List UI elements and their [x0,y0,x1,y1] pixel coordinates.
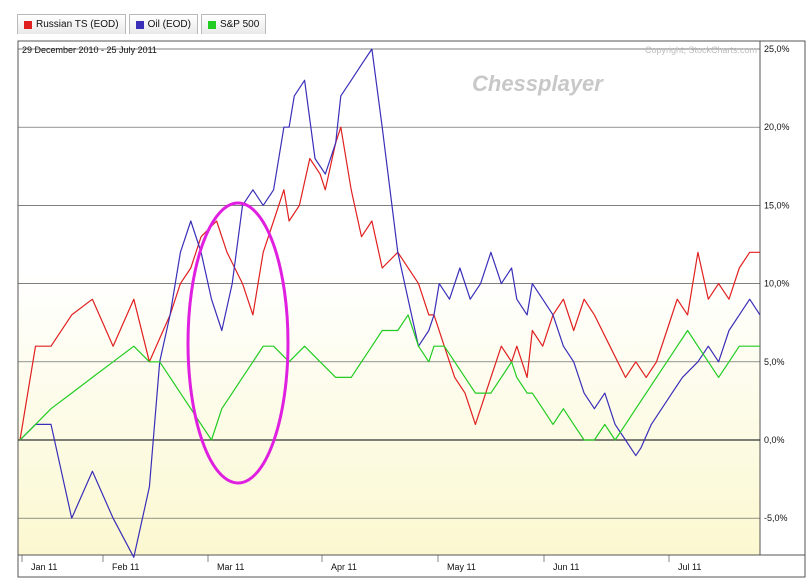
series-line-0 [19,126,760,441]
grid-lines [18,48,760,519]
series-lines [19,48,761,558]
legend-label: Oil (EOD) [147,19,191,30]
y-tick-label: 15,0% [764,200,790,210]
y-tick-label: 25,0% [764,44,790,54]
legend-item-russian-ts[interactable]: Russian TS (EOD) [17,14,126,34]
y-tick-label: 5,0% [764,357,785,367]
legend-item-oil[interactable]: Oil (EOD) [128,14,198,34]
legend-swatch-red [24,20,32,29]
legend-swatch-blue [135,20,144,29]
x-tick-label: Jun 11 [553,562,579,572]
x-axis-panel [17,554,806,578]
copyright-label: Copyright, StockCharts.com [645,45,757,55]
legend: Russian TS (EOD) Oil (EOD) S&P 500 [17,14,267,34]
y-tick-label: 0,0% [764,435,785,445]
legend-label: S&P 500 [219,19,260,30]
plot-background [17,40,761,556]
y-axis-ticks: 25,0% 20,0% 15,0% 10,0% 5,0% 0,0% -5,0% [764,44,790,523]
legend-label: Russian TS (EOD) [36,19,119,30]
y-axis-panel [759,40,806,556]
series-line-1 [19,48,761,558]
y-tick-label: 10,0% [764,279,790,289]
x-tick-label: Jan 11 [31,562,57,572]
x-tick-label: Mar 11 [217,562,244,572]
annotation-circle [186,201,290,485]
legend-swatch-green [207,20,216,29]
x-tick-label: Feb 11 [112,562,139,572]
legend-item-sp500[interactable]: S&P 500 [200,14,267,34]
series-line-2 [19,314,760,441]
y-tick-label: -5,0% [764,513,788,523]
x-axis-ticks: Jan 11 Feb 11 Mar 11 Apr 11 May 11 Jun 11 Jul … [21,555,701,572]
x-tick-label: Apr 11 [331,562,357,572]
date-range-label: 29 December 2010 - 25 July 2011 [22,45,157,55]
x-tick-label: Jul 11 [678,562,701,572]
x-tick-label: May 11 [447,562,476,572]
y-tick-label: 20,0% [764,122,790,132]
watermark: Chessplayer [472,71,604,96]
